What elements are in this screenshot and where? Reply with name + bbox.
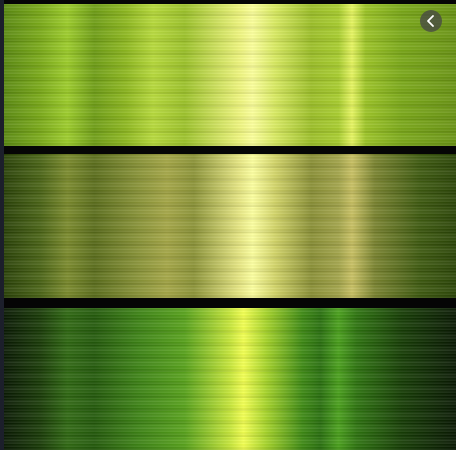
chevron-icon: [427, 15, 434, 27]
metal-panel: [4, 4, 456, 146]
metal-panel: [4, 154, 456, 298]
image: [4, 0, 456, 450]
metal-panel: [4, 308, 456, 450]
back-button[interactable]: [420, 10, 442, 32]
